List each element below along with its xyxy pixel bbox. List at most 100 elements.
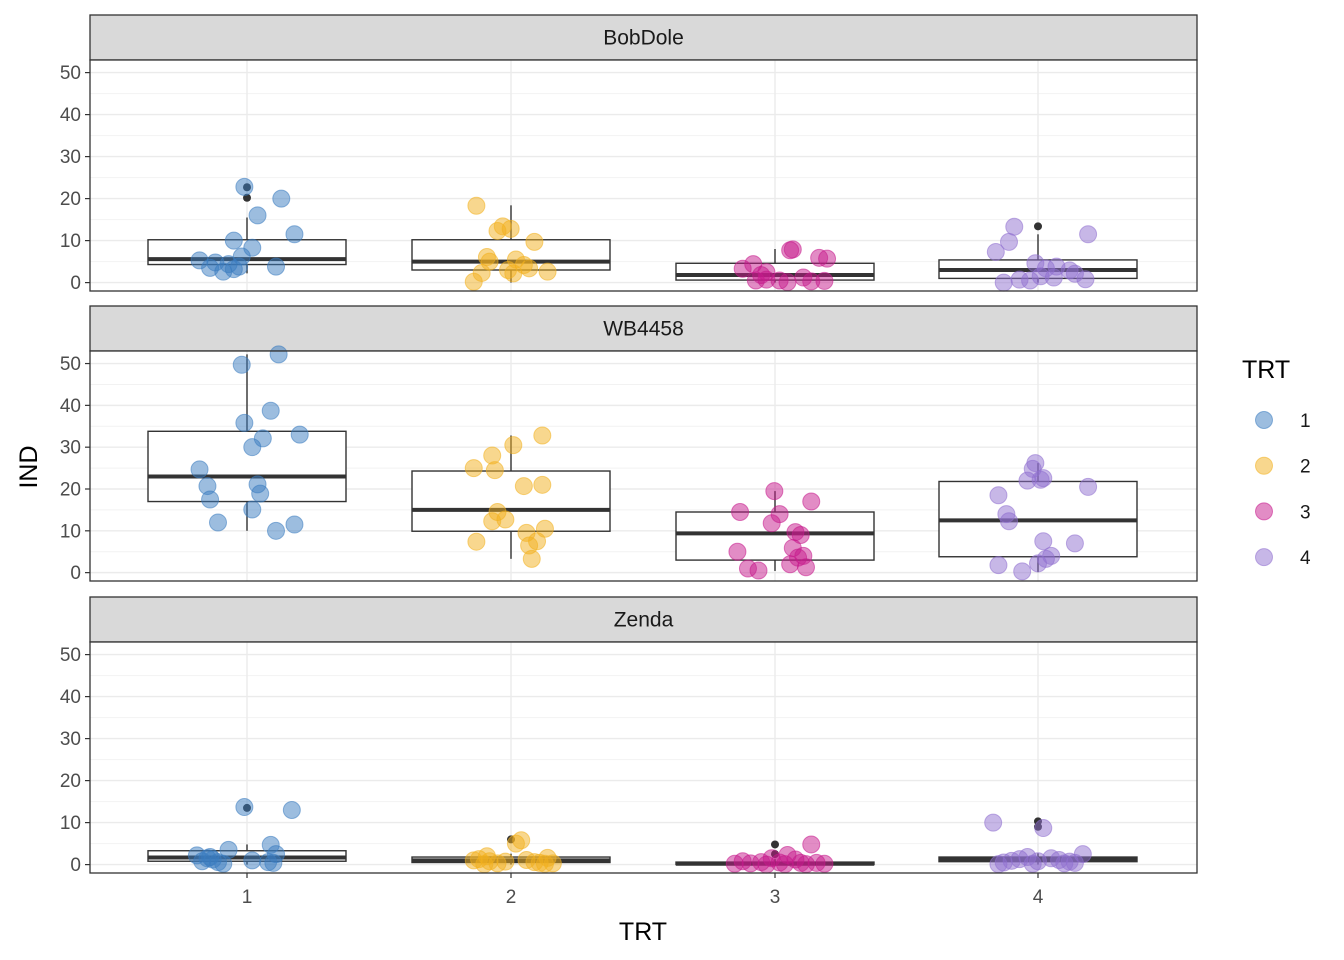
data-point-trt-2 — [535, 854, 554, 873]
legend-key-1 — [1255, 411, 1273, 429]
y-tick-label: 0 — [70, 273, 81, 294]
data-point-trt-2 — [533, 426, 552, 445]
data-point-trt-1 — [224, 260, 243, 279]
y-tick-label: 10 — [60, 813, 81, 834]
data-point-trt-1 — [251, 484, 270, 503]
facet-strip — [89, 596, 1198, 643]
panel-border — [89, 59, 1198, 292]
data-point-trt-4 — [1029, 852, 1047, 871]
legend-label-1: 1 — [1300, 411, 1311, 432]
panel-zenda: Zenda 0 10 20 30 40 50 1 2 3 4 — [60, 596, 1198, 908]
y-tick-label: 20 — [60, 480, 81, 501]
data-point-trt-1 — [267, 521, 286, 540]
data-point-trt-3 — [757, 855, 776, 874]
data-point-trt-4 — [989, 556, 1008, 575]
y-axis-title: IND — [15, 445, 43, 488]
data-point-trt-1 — [290, 425, 309, 444]
box-trt-1 — [147, 354, 347, 531]
data-point-trt-2 — [522, 549, 541, 568]
panel-background — [90, 642, 1197, 873]
y-tick-label: 30 — [60, 147, 81, 168]
panel-wb4458: WB4458 0 10 20 30 40 50 — [60, 305, 1198, 584]
data-point-trt-2 — [533, 475, 552, 494]
data-point-trt-1 — [272, 189, 291, 208]
data-point-trt-4 — [1013, 562, 1032, 581]
data-point-trt-3 — [818, 249, 837, 268]
data-point-trt-4 — [999, 512, 1018, 531]
legend: TRT 1 2 3 4 — [1242, 356, 1311, 569]
data-point-trt-2 — [480, 252, 499, 271]
legend-key-4 — [1255, 548, 1273, 567]
data-point-trt-1 — [190, 460, 209, 479]
y-tick-label: 0 — [70, 855, 81, 876]
data-point-trt-1 — [201, 490, 220, 509]
data-point-trt-4 — [989, 855, 1008, 874]
y-tick-label: 40 — [60, 396, 81, 417]
legend-label-3: 3 — [1300, 502, 1311, 523]
data-point-trt-4 — [1079, 225, 1098, 244]
y-tick-label: 20 — [60, 771, 81, 792]
data-point-trt-4 — [1005, 217, 1024, 236]
data-point-trt-1 — [248, 206, 267, 225]
data-point-trt-4 — [1076, 270, 1095, 289]
data-point-trt-1 — [243, 500, 262, 519]
panel-border — [89, 641, 1198, 874]
data-point-trt-3 — [731, 503, 750, 521]
data-point-trt-3 — [725, 854, 744, 873]
data-point-trt-2 — [504, 264, 523, 283]
data-point-trt-2 — [467, 532, 486, 551]
panels: BobDole01020304050WB445801020304050Zenda… — [60, 14, 1198, 908]
y-tick-label: 50 — [60, 645, 81, 666]
data-point-trt-2 — [483, 512, 502, 531]
data-point-trt-1 — [235, 798, 254, 817]
x-tick-label: 4 — [1033, 887, 1044, 908]
legend-key-3 — [1255, 502, 1273, 521]
data-point-trt-3 — [733, 259, 752, 278]
data-point-trt-1 — [264, 853, 283, 872]
box-outlier — [771, 840, 779, 849]
facet-strip-label: BobDole — [603, 27, 684, 50]
data-point-trt-4 — [1029, 554, 1047, 573]
data-point-trt-1 — [235, 177, 254, 196]
data-point-trt-4 — [1065, 853, 1084, 872]
data-point-trt-3 — [791, 526, 810, 544]
data-point-trt-1 — [269, 345, 288, 364]
facet-strip — [89, 14, 1198, 61]
x-tick-label: 3 — [770, 887, 781, 908]
data-point-trt-3 — [728, 542, 747, 561]
legend-label-4: 4 — [1300, 548, 1311, 569]
data-point-trt-3 — [741, 854, 760, 873]
box-outlier — [1034, 222, 1042, 231]
data-point-trt-2 — [475, 855, 494, 874]
data-point-trt-1 — [243, 851, 262, 870]
x-axis-title: TRT — [619, 918, 667, 946]
data-point-trt-4 — [999, 232, 1018, 251]
data-point-trt-4 — [1044, 268, 1063, 287]
y-tick-label: 30 — [60, 438, 81, 459]
data-point-trt-3 — [794, 546, 813, 565]
data-point-trt-4 — [984, 813, 1003, 832]
data-point-trt-4 — [1034, 469, 1053, 488]
y-tick-label: 50 — [60, 63, 81, 84]
data-point-trt-2 — [464, 272, 483, 291]
panel-border — [89, 350, 1198, 582]
data-point-trt-2 — [525, 232, 544, 251]
legend-key-2 — [1255, 456, 1273, 475]
data-point-trt-1 — [282, 801, 301, 819]
data-point-trt-1 — [224, 231, 243, 250]
data-point-trt-3 — [815, 271, 834, 290]
data-point-trt-2 — [504, 436, 523, 455]
data-point-trt-2 — [520, 259, 539, 278]
data-point-trt-2 — [464, 459, 483, 478]
data-point-trt-2 — [517, 850, 536, 869]
facet-strip-label: Zenda — [614, 609, 674, 632]
data-point-trt-3 — [746, 271, 765, 290]
x-tick-label: 1 — [242, 887, 253, 908]
data-point-trt-3 — [778, 273, 797, 292]
data-point-trt-3 — [775, 855, 794, 874]
y-tick-label: 40 — [60, 105, 81, 126]
data-point-trt-1 — [261, 401, 280, 420]
data-point-trt-2 — [483, 446, 502, 465]
data-point-trt-2 — [538, 262, 557, 281]
y-tick-label: 50 — [60, 354, 81, 375]
